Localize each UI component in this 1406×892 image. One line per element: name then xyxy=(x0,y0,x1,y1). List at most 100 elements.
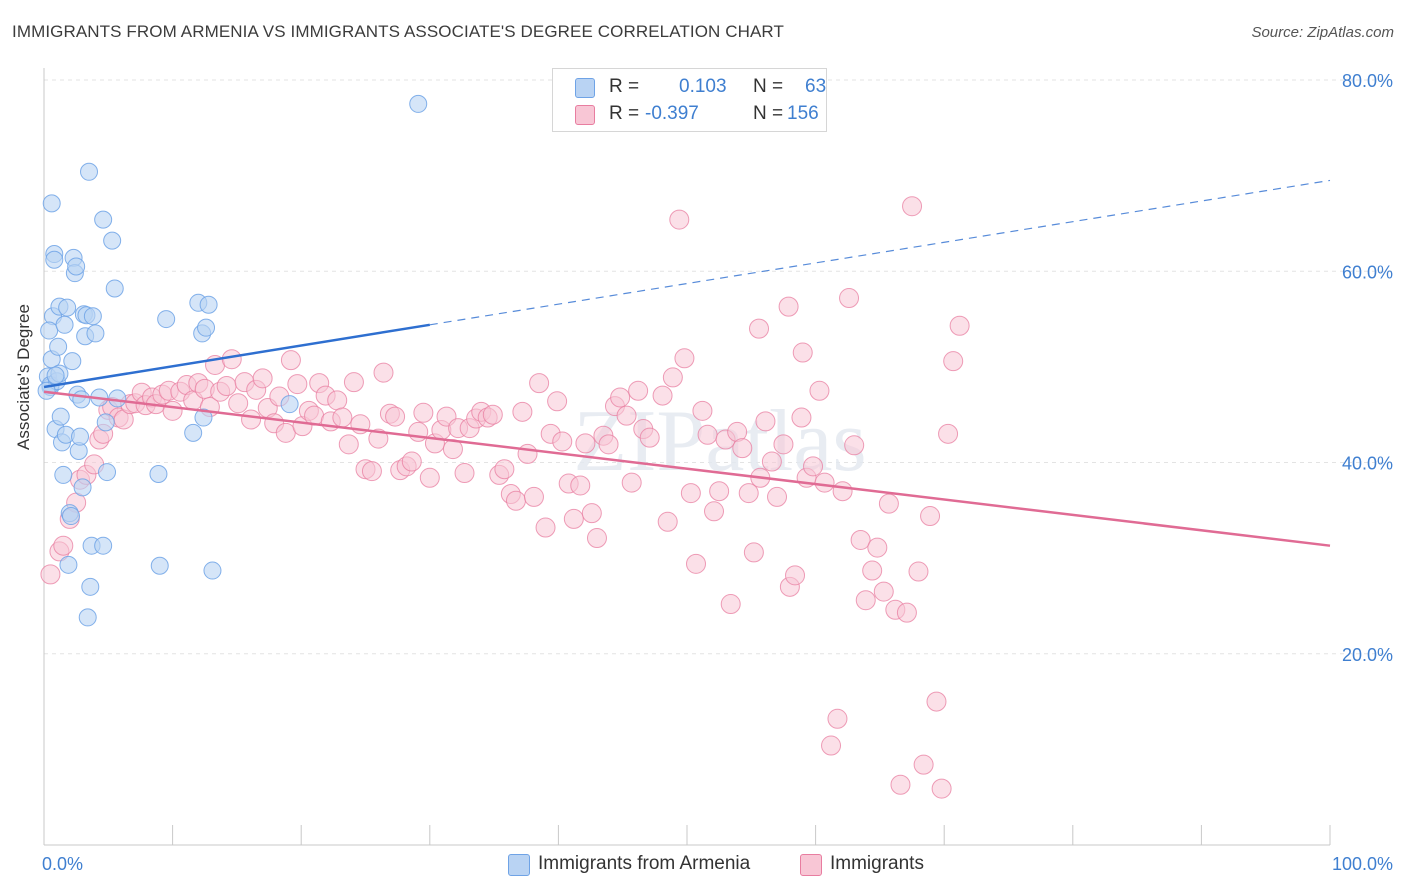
legend-n-value: 63 xyxy=(805,76,827,97)
immigrants-point xyxy=(697,424,718,445)
armenia-point xyxy=(40,321,59,340)
immigrants-point xyxy=(610,387,631,408)
immigrants-point xyxy=(803,456,824,477)
immigrants-point xyxy=(902,196,923,217)
bottom-swatch-immigrants xyxy=(800,854,822,876)
immigrants-point xyxy=(791,407,812,428)
armenia-point xyxy=(55,315,74,334)
immigrants-point xyxy=(53,535,74,556)
immigrants-points xyxy=(40,196,970,799)
immigrants-point xyxy=(767,486,788,507)
immigrants-point xyxy=(809,380,830,401)
immigrants-point xyxy=(401,451,422,472)
immigrants-point xyxy=(873,581,894,602)
immigrants-point xyxy=(373,362,394,383)
immigrants-point xyxy=(535,517,556,538)
immigrants-point xyxy=(505,490,526,511)
armenia-point xyxy=(409,94,428,113)
armenia-point xyxy=(49,337,68,356)
axes xyxy=(43,68,1331,846)
immigrants-point xyxy=(867,537,888,558)
immigrants-point xyxy=(844,435,865,456)
immigrants-point xyxy=(674,348,695,369)
immigrants-point xyxy=(680,483,701,504)
legend-n-value: 156 xyxy=(787,103,819,124)
immigrants-point xyxy=(221,349,242,370)
armenia-points xyxy=(37,94,428,627)
grid-lines xyxy=(44,79,1392,655)
immigrants-point xyxy=(621,472,642,493)
bottom-legend-label: Immigrants xyxy=(830,853,924,874)
immigrants-point xyxy=(216,376,237,396)
immigrants-point xyxy=(785,565,806,586)
immigrants-point xyxy=(547,391,568,412)
armenia-point xyxy=(108,389,127,408)
immigrants-point xyxy=(814,472,835,493)
immigrants-point xyxy=(938,423,959,444)
immigrants-point xyxy=(523,486,544,507)
y-tick-label: 40.0% xyxy=(1342,454,1393,474)
legend-r-label: R = xyxy=(609,76,640,97)
armenia-point xyxy=(45,250,64,269)
armenia-point xyxy=(58,298,77,317)
immigrants-point xyxy=(686,553,707,574)
y-tick-label: 60.0% xyxy=(1342,262,1393,282)
immigrants-point xyxy=(252,368,273,389)
immigrants-point xyxy=(581,503,602,524)
chart-title: IMMIGRANTS FROM ARMENIA VS IMMIGRANTS AS… xyxy=(12,22,784,41)
immigrants-point xyxy=(732,438,753,459)
armenia-point xyxy=(98,463,117,482)
armenia-point xyxy=(81,577,100,596)
immigrants-point xyxy=(832,481,853,502)
immigrants-point xyxy=(512,401,533,422)
immigrants-point xyxy=(598,434,619,455)
x-tick-label-min: 0.0% xyxy=(42,854,83,874)
armenia-point xyxy=(72,390,91,409)
armenia-point xyxy=(83,307,102,326)
immigrants-point xyxy=(241,409,262,430)
immigrants-point xyxy=(40,564,61,585)
immigrants-point xyxy=(761,451,782,472)
immigrants-point xyxy=(162,400,183,421)
tick-labels: 20.0% 40.0% 60.0% 80.0% 0.0% 100.0% xyxy=(42,71,1393,874)
immigrants-point xyxy=(287,374,308,395)
immigrants-point xyxy=(570,475,591,496)
immigrants-point xyxy=(821,735,842,756)
immigrants-point xyxy=(792,342,813,363)
armenia-point xyxy=(199,295,218,314)
immigrants-point xyxy=(332,407,353,428)
immigrants-point xyxy=(413,402,434,423)
armenia-point xyxy=(197,318,216,337)
bottom-legend-label: Immigrants from Armenia xyxy=(538,853,751,874)
immigrants-point xyxy=(228,393,249,414)
armenia-point xyxy=(203,561,222,580)
armenia-point xyxy=(150,556,169,575)
armenia-point xyxy=(157,310,176,329)
immigrants-point xyxy=(327,390,348,411)
immigrants-point xyxy=(419,467,440,488)
legend-n-label: N = xyxy=(753,76,784,97)
immigrants-point xyxy=(494,459,515,480)
immigrants-point xyxy=(652,385,673,406)
immigrants-point xyxy=(896,602,917,623)
immigrants-point xyxy=(931,778,952,799)
armenia-point xyxy=(94,210,113,229)
correlation-legend: R = 0.103 N = 63 R = -0.397 N = 156 xyxy=(552,68,827,132)
immigrants-point xyxy=(669,209,690,230)
legend-swatch-immigrants xyxy=(575,105,595,125)
y-tick-label: 80.0% xyxy=(1342,71,1393,91)
legend-n-label: N = xyxy=(753,103,784,124)
immigrants-point xyxy=(361,461,382,482)
immigrants-point xyxy=(778,296,799,317)
immigrants-point xyxy=(275,422,296,443)
armenia-point xyxy=(59,555,78,574)
armenia-point xyxy=(73,478,92,497)
immigrants-point xyxy=(563,508,584,529)
immigrants-point xyxy=(616,405,637,426)
trend-lines xyxy=(43,179,1331,547)
immigrants-point xyxy=(575,433,596,454)
armenia-point xyxy=(62,507,81,526)
immigrants-point xyxy=(280,350,301,371)
armenia-point xyxy=(51,407,70,426)
immigrants-point xyxy=(720,594,741,615)
